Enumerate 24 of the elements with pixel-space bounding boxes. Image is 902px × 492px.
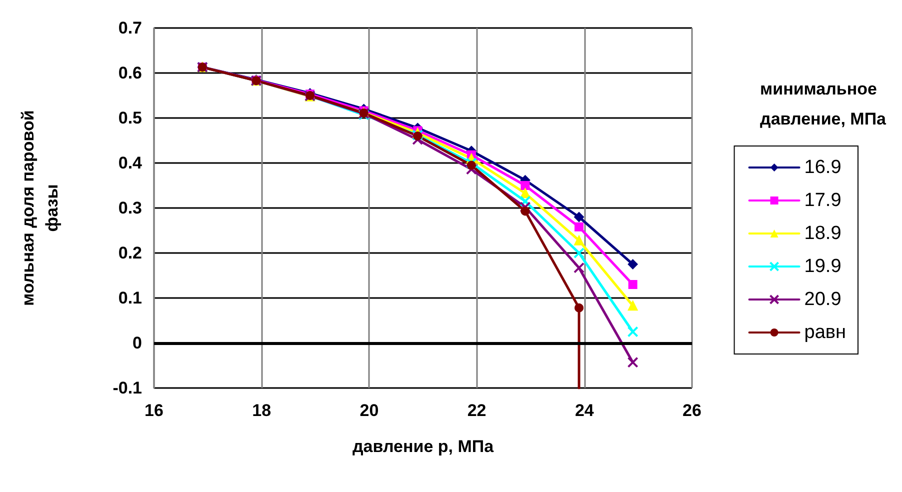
y-tick-label: -0.1: [112, 378, 142, 398]
x-tick-label: 18: [252, 401, 272, 420]
legend-title: минимальное давление, МПа: [760, 80, 887, 128]
x-tick-label: 20: [360, 401, 379, 420]
y-tick-label: 0.2: [118, 244, 142, 262]
y-tick-label: 0.4: [118, 154, 143, 172]
legend-label: 17.9: [804, 190, 842, 211]
x-tick-label: 24: [574, 401, 594, 420]
legend-label: 19.9: [804, 256, 842, 277]
x-tick-label: 22: [467, 401, 486, 420]
y-tick-label: 0.6: [118, 64, 142, 82]
y-tick-label: 0.1: [118, 288, 142, 308]
y-axis-title: мольная доля паровой фазы: [18, 110, 62, 306]
y-tick-label: 0.5: [118, 108, 142, 128]
y-tick-label: 0.7: [118, 18, 142, 38]
x-tick-label: 16: [144, 401, 164, 420]
legend-label: 20.9: [804, 289, 842, 310]
legend-label: 18.9: [804, 223, 842, 244]
legend-label: 16.9: [804, 157, 842, 178]
x-tick-label: 26: [682, 401, 702, 420]
y-tick-label: 0: [132, 334, 142, 352]
legend-label: равн: [804, 322, 846, 343]
y-tick-label: 0.3: [118, 198, 142, 218]
x-axis-title: давление p, МПа: [352, 437, 494, 456]
